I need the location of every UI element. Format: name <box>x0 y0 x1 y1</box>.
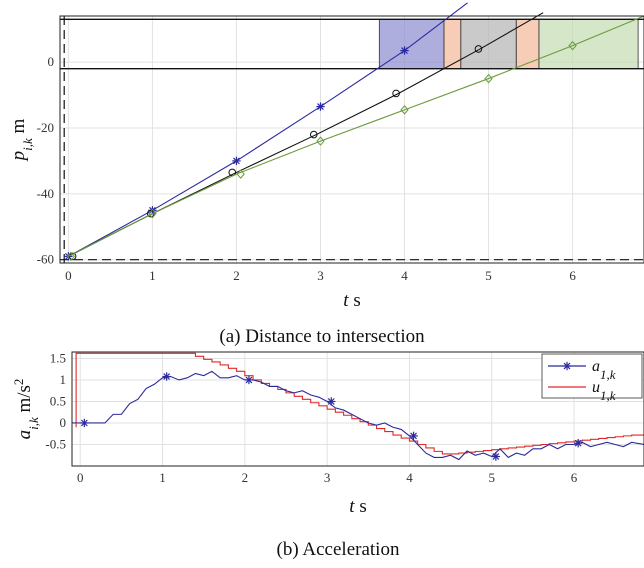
legend-label: u1,k <box>592 379 616 403</box>
marker-diamond <box>236 169 245 179</box>
y-tick-label: 1 <box>60 372 67 387</box>
marker-circle <box>474 45 483 53</box>
marker-diamond <box>148 208 157 219</box>
trajectory-group <box>64 2 644 262</box>
intersection-occupancy <box>378 18 639 70</box>
axes-frame-b <box>71 351 644 467</box>
x-tick-label: 6 <box>569 268 576 283</box>
marker-asterisk <box>233 157 240 165</box>
marker-diamond <box>66 251 76 262</box>
occupancy-block <box>538 18 639 70</box>
label-part: m/s <box>14 385 35 417</box>
label-part: t <box>349 496 355 517</box>
series-line <box>75 352 644 455</box>
y-tick-label: -40 <box>37 186 54 201</box>
marker-circle <box>392 89 400 98</box>
legend-label: a1,k <box>592 358 616 382</box>
distance-panel: 0 1 2 3 4 5 6 -60 -40 -20 0 t s pi,k m (a) Distanc… <box>8 2 644 347</box>
y-tick-label: 0.5 <box>50 393 66 408</box>
marker-asterisk <box>574 439 582 447</box>
x-tick-label: 2 <box>242 470 249 485</box>
label-superscript: 2 <box>11 379 26 386</box>
ticks-a: 0 1 2 3 4 5 6 -60 -40 -20 0 <box>37 54 577 283</box>
marker-asterisk <box>410 432 417 440</box>
marker-diamond <box>484 73 493 84</box>
marker-diamond <box>316 136 325 146</box>
label-part: a <box>14 430 35 440</box>
label-part: m <box>8 118 29 138</box>
marker-asterisk <box>492 453 500 460</box>
marker-asterisk <box>163 373 171 380</box>
marker-circle <box>146 209 155 218</box>
y-tick-label: 0 <box>48 54 55 69</box>
marker-asterisk <box>327 398 335 405</box>
y-tick-label: -20 <box>37 120 54 135</box>
y-tick-label: 1.5 <box>50 350 66 365</box>
x-tick-label: 3 <box>324 470 331 485</box>
label-subscript: 1,k <box>600 388 616 403</box>
caption-b: (b) Acceleration <box>277 539 400 560</box>
label-subscript: 1,k <box>600 367 616 382</box>
acceleration-panel: 0 1 2 3 4 5 6-0.500.511.5 a1,ku1,k t s ai,k m/… <box>11 350 644 560</box>
series-line <box>68 15 644 257</box>
marker-diamond <box>400 105 409 115</box>
label-part: p <box>8 151 29 163</box>
label-unit: s <box>355 496 367 517</box>
marker-asterisk <box>563 362 571 370</box>
x-tick-label: 4 <box>406 470 413 485</box>
caption-a: (a) Distance to intersection <box>219 326 425 347</box>
x-tick-label: 5 <box>488 470 495 485</box>
label-subscript: i,k <box>26 417 41 430</box>
x-tick-label: 5 <box>485 268 492 283</box>
marker-asterisk <box>245 376 253 384</box>
acceleration-series <box>72 352 644 461</box>
label-subscript: i,k <box>20 138 35 151</box>
label-part: t <box>343 290 349 311</box>
y-tick-label: -0.5 <box>45 436 66 451</box>
x-tick-label: 2 <box>233 268 240 283</box>
marker-asterisk <box>317 103 324 110</box>
series-group <box>72 352 644 461</box>
ticks-b: 0 1 2 3 4 5 6 -0.5 0 0.5 1 1.5 <box>45 350 577 485</box>
x-tick-label: 4 <box>401 268 408 283</box>
marker-diamond <box>568 40 577 51</box>
x-axis-label-b: t s <box>349 496 366 517</box>
x-tick-label: 6 <box>571 470 578 485</box>
label-unit: s <box>349 290 361 311</box>
x-tick-label: 3 <box>317 268 324 283</box>
x-tick-label: 0 <box>65 268 72 283</box>
y-tick-label: -60 <box>37 252 54 267</box>
y-tick-label: 0 <box>60 415 67 430</box>
y-axis-label-a: pi,k m <box>8 118 35 162</box>
legend: a1,ku1,k <box>541 353 643 403</box>
label-part: a <box>592 358 600 375</box>
marker-asterisk <box>80 419 88 427</box>
y-axis-label-b: ai,k m/s2 <box>11 379 41 440</box>
x-axis-label-a: t s <box>343 290 360 311</box>
axes-frame-a <box>59 15 644 264</box>
x-tick-label: 1 <box>149 268 156 283</box>
x-tick-label: 0 <box>77 470 84 485</box>
marker-circle <box>309 130 318 139</box>
series-line <box>72 370 644 461</box>
legend-box <box>541 353 643 399</box>
marker-asterisk <box>401 47 408 54</box>
series-line <box>68 2 468 257</box>
x-tick-label: 1 <box>159 470 166 485</box>
label-part: u <box>592 379 600 396</box>
trajectories <box>60 2 644 263</box>
